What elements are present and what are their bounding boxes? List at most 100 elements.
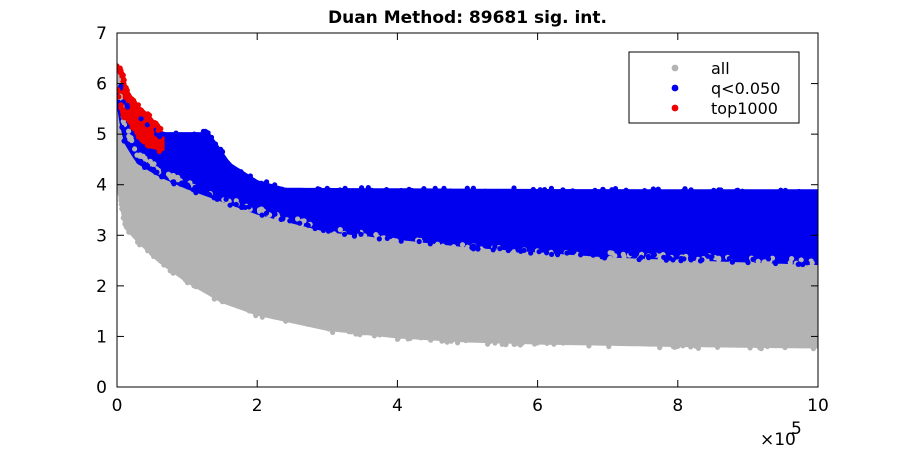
scatter-point	[120, 113, 126, 119]
scatter-point	[348, 329, 354, 335]
scatter-point	[305, 222, 311, 228]
scatter-point	[157, 144, 163, 150]
scatter-point	[497, 246, 503, 252]
scatter-point	[118, 197, 124, 203]
scatter-point	[672, 344, 678, 350]
scatter-point	[657, 345, 663, 351]
scatter-point	[148, 141, 155, 147]
scatter-point	[372, 329, 378, 335]
scatter-point	[706, 189, 713, 195]
scatter-point	[636, 256, 642, 263]
scatter-point	[696, 341, 702, 347]
scatter-point	[389, 331, 395, 337]
scatter-point	[233, 302, 239, 308]
legend-marker-1	[671, 84, 679, 92]
scatter-point	[117, 77, 121, 83]
scatter-point	[535, 339, 541, 345]
scatter-point	[161, 131, 167, 137]
scatter-point	[219, 299, 225, 305]
scatter-point	[156, 148, 162, 154]
scatter-point	[117, 176, 121, 182]
scatter-point	[359, 185, 365, 191]
scatter-point	[492, 189, 498, 195]
scatter-point	[124, 102, 130, 108]
scatter-point	[418, 335, 424, 341]
scatter-point	[181, 274, 188, 280]
scatter-point	[511, 341, 517, 347]
scatter-point	[680, 343, 686, 349]
scatter-point	[542, 187, 548, 193]
legend-label-1: q<0.050	[711, 79, 780, 98]
scatter-point	[134, 130, 140, 136]
scatter-point	[560, 187, 566, 193]
scatter-point	[516, 337, 523, 343]
scatter-point	[441, 185, 447, 191]
scatter-point	[750, 256, 756, 262]
scatter-point	[135, 238, 142, 244]
scatter-point	[151, 161, 157, 167]
scatter-point	[133, 102, 139, 108]
scatter-point	[127, 135, 133, 141]
scatter-point	[365, 236, 371, 242]
scatter-point	[264, 179, 270, 185]
scatter-point	[719, 341, 725, 347]
scatter-point	[342, 185, 348, 191]
scatter-point	[492, 243, 498, 250]
x-exponent-base: ×10	[760, 430, 796, 450]
scatter-point	[421, 186, 427, 192]
scatter-point	[687, 191, 693, 197]
scatter-point	[596, 249, 602, 255]
scatter-point	[799, 343, 805, 349]
scatter-point	[809, 190, 815, 196]
scatter-point	[337, 227, 343, 233]
scatter-point	[122, 221, 128, 227]
scatter-point	[312, 225, 318, 232]
legend-label-0: all	[711, 59, 730, 78]
scatter-point	[361, 330, 368, 336]
scatter-point	[331, 190, 337, 196]
scatter-point	[182, 132, 189, 138]
scatter-point	[148, 166, 154, 172]
scatter-point	[429, 236, 435, 242]
scatter-point	[422, 243, 428, 249]
scatter-point	[227, 202, 233, 208]
scatter-point	[175, 174, 181, 180]
scatter-point	[784, 189, 790, 195]
scatter-point	[383, 187, 390, 193]
scatter-point	[138, 158, 144, 164]
x-exponent-power: 5	[791, 419, 802, 439]
scatter-point	[447, 188, 453, 194]
x-tick-label: 8	[672, 396, 683, 416]
scatter-point	[341, 231, 348, 237]
scatter-point	[427, 241, 433, 247]
scatter-point	[785, 341, 791, 347]
scatter-point	[259, 206, 265, 212]
scatter-point	[705, 253, 711, 259]
scatter-point	[120, 72, 126, 78]
scatter-point	[424, 334, 430, 340]
scatter-point	[258, 311, 264, 317]
scatter-point	[736, 192, 742, 198]
scatter-point	[347, 189, 353, 195]
scatter-point	[628, 250, 634, 256]
scatter-point	[719, 191, 725, 197]
scatter-point	[745, 259, 751, 266]
scatter-point	[394, 336, 401, 342]
scatter-point	[578, 252, 584, 258]
scatter-point	[511, 185, 517, 191]
scatter-point	[280, 314, 286, 320]
scatter-point	[125, 141, 131, 147]
plot-area	[117, 63, 818, 352]
scatter-point	[482, 188, 488, 194]
scatter-point	[341, 326, 347, 332]
scatter-point	[443, 239, 450, 246]
scatter-point	[528, 250, 534, 256]
scatter-point	[228, 298, 234, 305]
scatter-point	[322, 324, 328, 330]
scatter-point	[409, 187, 415, 194]
scatter-point	[232, 167, 238, 173]
scatter-point	[206, 192, 213, 198]
scatter-point	[150, 249, 156, 255]
scatter-point	[688, 187, 694, 193]
scatter-point	[435, 334, 441, 340]
